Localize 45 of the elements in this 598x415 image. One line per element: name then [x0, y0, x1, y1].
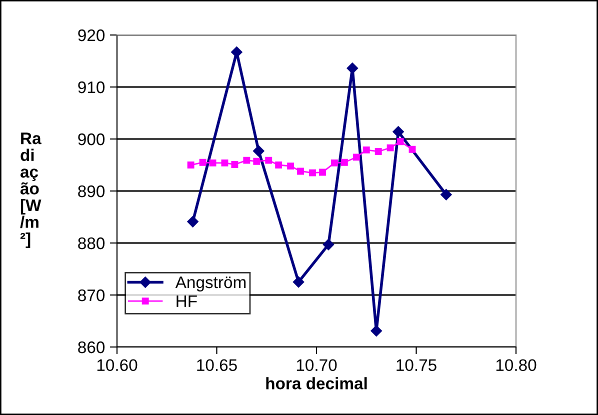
- x-tick-label: 10.65: [197, 359, 237, 372]
- point: [330, 159, 338, 166]
- point: [386, 144, 394, 152]
- point: [440, 189, 452, 200]
- point: [231, 161, 238, 168]
- y-tick-label: 880: [78, 237, 105, 250]
- y-tick-label: 890: [78, 185, 105, 198]
- y-tick-label: 900: [78, 133, 105, 146]
- x-axis-title: hora decimal: [266, 377, 367, 390]
- point: [292, 276, 304, 288]
- y-tick-label: 870: [78, 289, 105, 302]
- point: [319, 168, 326, 176]
- point: [340, 158, 348, 166]
- point: [346, 62, 358, 74]
- y-axis-title: Radiação [W/m²]: [20, 132, 42, 248]
- point: [275, 162, 282, 168]
- point: [297, 168, 304, 175]
- point: [187, 216, 198, 228]
- point: [265, 156, 272, 164]
- x-tick-label: 10.80: [496, 359, 536, 372]
- point: [374, 148, 382, 155]
- x-tick-label: 10.75: [396, 359, 436, 372]
- y-tick-label: 860: [78, 341, 105, 354]
- point: [396, 138, 404, 146]
- legend-label: Angström: [175, 276, 246, 292]
- point: [209, 159, 216, 166]
- point: [253, 145, 264, 157]
- point: [287, 162, 294, 170]
- point: [187, 162, 194, 168]
- point: [362, 146, 370, 154]
- point: [352, 154, 360, 161]
- point: [322, 238, 334, 250]
- y-tick-label: 920: [78, 29, 105, 42]
- point: [253, 158, 260, 165]
- point: [392, 126, 404, 138]
- y-tick-label: 910: [78, 81, 105, 94]
- point: [221, 159, 228, 166]
- point: [370, 325, 382, 336]
- point: [243, 156, 250, 164]
- x-tick-label: 10.70: [296, 359, 337, 372]
- point: [408, 146, 416, 153]
- point: [199, 158, 206, 166]
- point: [309, 169, 316, 176]
- legend-label: HF: [176, 295, 197, 307]
- x-tick-label: 10.60: [97, 359, 138, 372]
